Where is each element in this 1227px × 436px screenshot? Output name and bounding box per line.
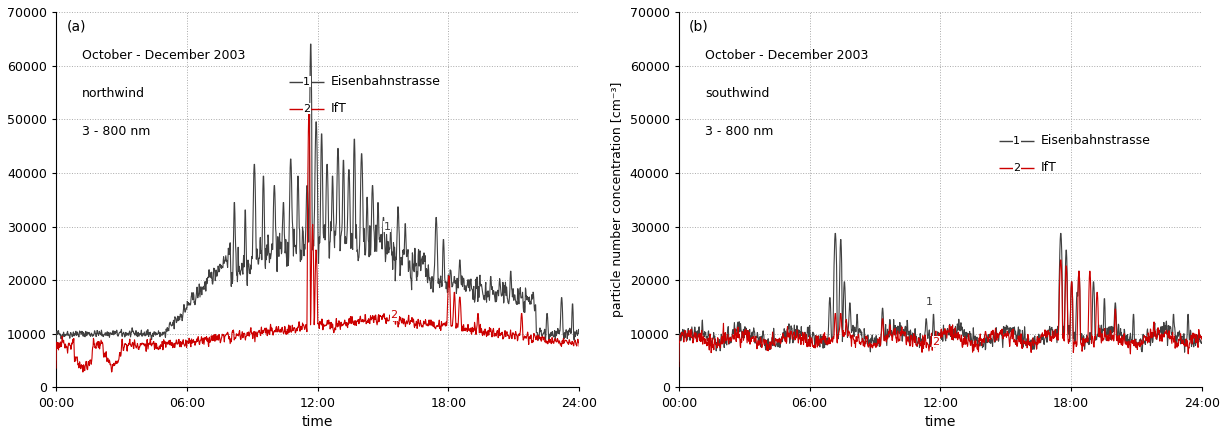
Text: 1: 1: [303, 77, 310, 87]
Text: northwind: northwind: [82, 87, 145, 100]
Text: southwind: southwind: [706, 87, 769, 100]
Y-axis label: particle number concentration [cm⁻³]: particle number concentration [cm⁻³]: [611, 82, 625, 317]
Text: 2: 2: [933, 337, 940, 347]
Text: 1: 1: [926, 296, 933, 307]
X-axis label: time: time: [302, 415, 334, 429]
Text: 2: 2: [303, 103, 310, 113]
Text: October - December 2003: October - December 2003: [82, 50, 245, 62]
Text: October - December 2003: October - December 2003: [706, 50, 869, 62]
Text: 3 - 800 nm: 3 - 800 nm: [82, 125, 151, 138]
Text: IfT: IfT: [331, 102, 346, 115]
Text: Eisenbahnstrasse: Eisenbahnstrasse: [1040, 134, 1151, 147]
Text: (a): (a): [66, 20, 86, 34]
Text: Eisenbahnstrasse: Eisenbahnstrasse: [331, 75, 440, 88]
X-axis label: time: time: [925, 415, 956, 429]
Text: 3 - 800 nm: 3 - 800 nm: [706, 125, 773, 138]
Text: 2: 2: [1014, 163, 1021, 173]
Text: IfT: IfT: [1040, 161, 1056, 174]
Text: 2: 2: [390, 310, 398, 320]
Text: 1: 1: [384, 221, 391, 232]
Text: (b): (b): [690, 20, 709, 34]
Text: 1: 1: [1014, 136, 1020, 146]
